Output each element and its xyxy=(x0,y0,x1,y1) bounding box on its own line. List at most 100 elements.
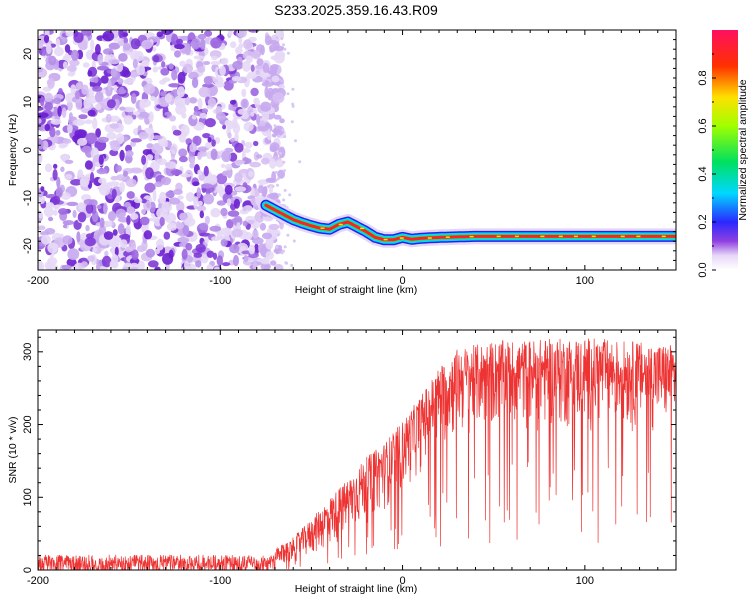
noise-blob xyxy=(279,118,285,124)
noise-blob xyxy=(151,143,164,155)
noise-blob xyxy=(177,236,189,244)
noise-blob xyxy=(283,188,287,192)
noise-blob xyxy=(291,87,295,91)
noise-blob xyxy=(242,206,247,212)
noise-blob xyxy=(107,181,120,187)
noise-blob xyxy=(57,105,62,117)
noise-blob xyxy=(275,159,284,168)
noise-blob xyxy=(38,43,44,49)
noise-blob xyxy=(62,224,68,229)
noise-blob xyxy=(119,181,125,193)
figure-title: S233.2025.359.16.43.R09 xyxy=(274,2,438,18)
noise-blob xyxy=(47,77,55,89)
noise-blob xyxy=(210,148,218,161)
noise-blob xyxy=(290,120,294,124)
noise-blob xyxy=(179,155,188,163)
noise-blob xyxy=(126,191,135,199)
heatmap-xtick-label: 0 xyxy=(400,275,406,287)
noise-blob xyxy=(243,121,254,132)
snr-xtick-label: -100 xyxy=(209,575,231,587)
noise-blob xyxy=(211,236,221,242)
noise-blob xyxy=(231,218,242,223)
noise-blob xyxy=(197,33,207,40)
noise-blob xyxy=(38,212,44,219)
noise-blob xyxy=(234,132,239,142)
noise-blob xyxy=(168,83,181,88)
noise-blob xyxy=(130,93,137,104)
noise-blob xyxy=(210,60,222,66)
noise-blob xyxy=(264,86,269,98)
noise-blob xyxy=(156,238,165,251)
noise-blob xyxy=(44,102,53,111)
noise-blob xyxy=(191,77,199,89)
noise-blob xyxy=(97,65,109,71)
noise-blob xyxy=(252,229,259,239)
noise-blob xyxy=(43,34,50,44)
noise-blob xyxy=(177,195,184,200)
colorbar-tick-label: 0.0 xyxy=(697,262,709,277)
noise-blob xyxy=(130,168,143,174)
noise-blob xyxy=(142,149,152,156)
noise-blob xyxy=(73,119,85,126)
noise-blob xyxy=(261,232,273,240)
noise-blob xyxy=(233,159,246,165)
noise-blob xyxy=(189,97,197,104)
noise-blob xyxy=(273,52,285,64)
noise-blob xyxy=(109,123,120,129)
noise-blob xyxy=(165,191,175,198)
noise-blob xyxy=(176,38,183,45)
snr-panel: -200 -100 0 100 0 100 200 300 Height of straigh… xyxy=(7,329,677,595)
noise-blob xyxy=(132,114,137,120)
noise-blob xyxy=(97,136,109,143)
noise-blob xyxy=(242,60,251,72)
noise-blob xyxy=(176,222,184,230)
noise-blob xyxy=(190,157,195,168)
noise-blob xyxy=(260,101,272,112)
noise-blob xyxy=(141,198,147,204)
noise-blob xyxy=(220,207,228,217)
noise-blob xyxy=(77,212,87,223)
noise-blob xyxy=(132,111,140,116)
noise-blob xyxy=(69,59,80,67)
noise-blob xyxy=(75,90,80,100)
noise-blob xyxy=(38,112,49,118)
noise-blob xyxy=(130,38,141,50)
noise-blob xyxy=(132,58,138,69)
noise-blob xyxy=(210,37,222,49)
noise-blob xyxy=(253,140,259,147)
noise-blob xyxy=(130,213,139,220)
noise-blob xyxy=(207,97,217,108)
noise-blob xyxy=(193,252,203,258)
noise-blob xyxy=(234,142,244,153)
noise-blob xyxy=(224,163,233,171)
noise-blob xyxy=(78,114,88,120)
noise-blob xyxy=(84,237,96,247)
noise-blob xyxy=(253,97,258,104)
noise-blob xyxy=(277,134,281,138)
colorbar-tick-label: 0.6 xyxy=(697,118,709,133)
noise-blob xyxy=(115,99,120,109)
noise-blob xyxy=(118,53,128,62)
noise-blob xyxy=(283,245,287,249)
noise-blob xyxy=(219,65,226,76)
noise-blob xyxy=(226,198,232,207)
noise-blob xyxy=(264,122,271,128)
noise-blob xyxy=(123,115,134,125)
noise-blob xyxy=(177,71,186,84)
colorbar-gradient xyxy=(712,30,738,270)
noise-blob xyxy=(229,244,240,254)
noise-blob xyxy=(84,119,93,124)
noise-blob xyxy=(160,176,171,186)
noise-blob xyxy=(220,239,228,247)
noise-blob xyxy=(281,249,285,253)
noise-blob xyxy=(176,201,185,213)
noise-blob xyxy=(265,251,274,260)
noise-blob xyxy=(44,261,53,270)
noise-blob xyxy=(130,138,142,143)
noise-blob xyxy=(211,139,216,147)
noise-blob xyxy=(199,232,211,237)
noise-blob xyxy=(273,125,285,137)
noise-blob xyxy=(203,61,211,65)
noise-blob xyxy=(265,239,274,250)
noise-blob xyxy=(254,64,265,70)
